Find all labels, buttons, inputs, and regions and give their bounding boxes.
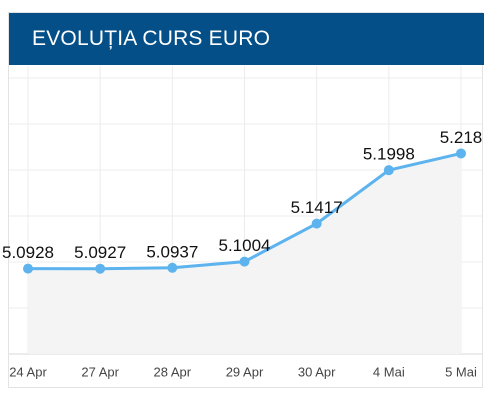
data-label: 5.1004 bbox=[219, 236, 271, 255]
data-label: 5.0937 bbox=[146, 242, 198, 261]
point bbox=[383, 165, 394, 176]
widget: EVOLUȚIA CURS EURO bbox=[8, 12, 484, 388]
point bbox=[167, 262, 178, 273]
point bbox=[456, 148, 466, 159]
x-tick-label: 29 Apr bbox=[226, 364, 264, 379]
point bbox=[23, 263, 33, 274]
x-tick-label: 5 Mai bbox=[445, 364, 477, 379]
x-tick-label: 27 Apr bbox=[81, 364, 119, 379]
data-label: 5.0928 bbox=[2, 243, 54, 262]
x-tick-label: 4 Mai bbox=[373, 364, 405, 379]
x-tick-label: 24 Apr bbox=[9, 364, 47, 379]
point bbox=[239, 256, 250, 267]
chart-title: EVOLUȚIA CURS EURO bbox=[32, 27, 271, 50]
data-label: 5.1417 bbox=[291, 198, 343, 217]
point bbox=[311, 218, 322, 229]
x-tick-label: 28 Apr bbox=[154, 364, 192, 379]
header: EVOLUȚIA CURS EURO bbox=[9, 13, 484, 65]
x-tick-label: 30 Apr bbox=[298, 364, 336, 379]
data-label: 5.1998 bbox=[363, 145, 415, 164]
area bbox=[28, 153, 461, 354]
data-label: 5.0927 bbox=[74, 243, 126, 262]
data-label: 5.218 bbox=[440, 128, 483, 147]
point bbox=[95, 263, 106, 274]
